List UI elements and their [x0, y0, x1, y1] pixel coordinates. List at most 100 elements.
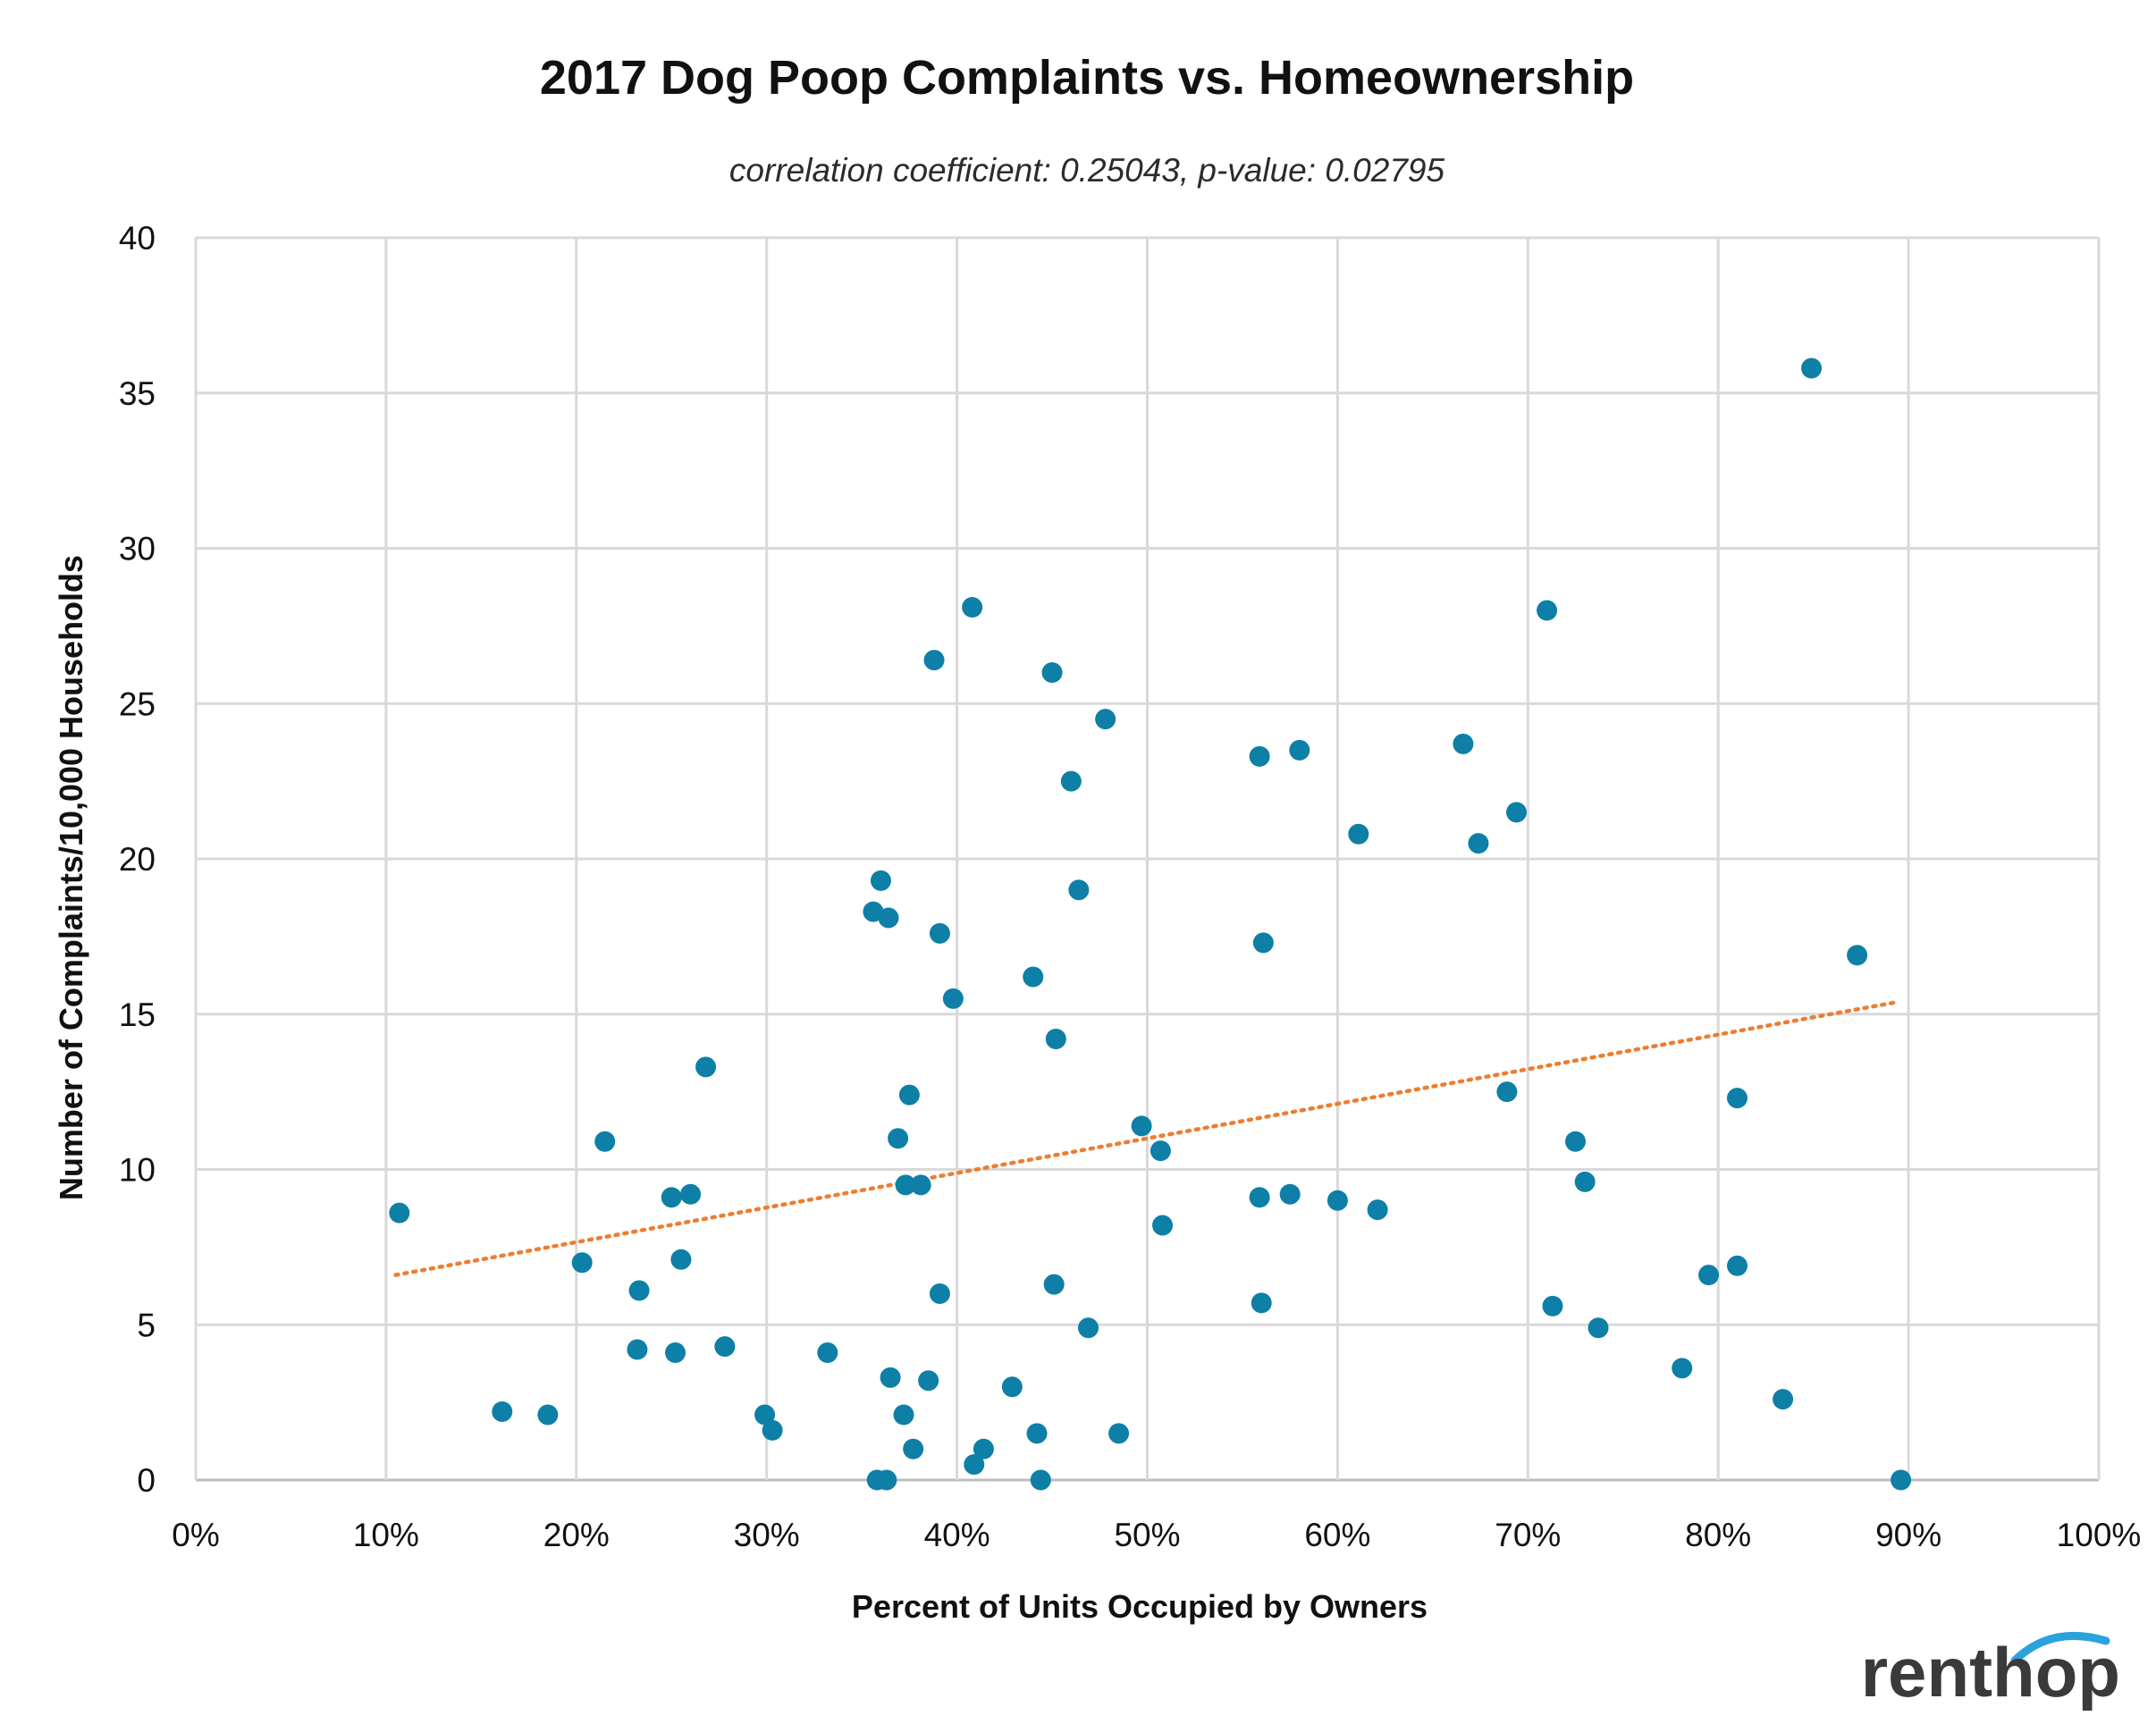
data-point — [1574, 1171, 1596, 1192]
data-point — [594, 1131, 616, 1152]
data-point — [895, 1174, 916, 1196]
y-axis-ticks: 0 5 10 15 20 25 30 35 40 — [119, 220, 156, 1499]
logo-wordmark: renthop — [1861, 1633, 2120, 1711]
x-tick-label: 60% — [1304, 1517, 1370, 1553]
chart-subtitle: correlation coefficient: 0.25043, p-valu… — [729, 152, 1445, 189]
data-point — [571, 1252, 593, 1274]
data-point — [754, 1404, 776, 1425]
data-point — [695, 1056, 717, 1078]
data-point — [1537, 600, 1558, 621]
y-tick-label: 5 — [137, 1307, 156, 1343]
data-point — [1348, 823, 1369, 845]
y-tick-label: 10 — [119, 1152, 156, 1189]
data-point — [876, 1469, 897, 1491]
x-tick-label: 100% — [2057, 1517, 2142, 1553]
y-tick-label: 40 — [119, 220, 156, 256]
x-tick-label: 80% — [1685, 1517, 1751, 1553]
y-axis-label: Number of Complaints/10,000 Households — [53, 555, 89, 1200]
data-point — [1542, 1295, 1563, 1316]
x-tick-label: 20% — [543, 1517, 610, 1553]
data-point — [389, 1202, 410, 1224]
data-point — [670, 1249, 692, 1270]
data-point — [1726, 1088, 1748, 1109]
data-points — [389, 357, 1912, 1491]
data-point — [1279, 1183, 1301, 1205]
data-point — [1565, 1131, 1587, 1152]
data-point — [1289, 739, 1310, 761]
data-point — [888, 1128, 909, 1149]
trendline-layer — [393, 999, 1901, 1277]
data-point — [1043, 1274, 1065, 1295]
data-point — [1367, 1199, 1388, 1221]
data-point — [1108, 1423, 1130, 1444]
data-point — [942, 988, 964, 1009]
data-point — [1726, 1255, 1748, 1276]
data-point — [492, 1401, 513, 1423]
data-point — [1506, 802, 1528, 823]
data-point — [1698, 1265, 1720, 1286]
x-tick-label: 40% — [924, 1517, 990, 1553]
y-tick-label: 35 — [119, 375, 156, 412]
data-point — [1060, 770, 1082, 792]
data-point — [714, 1336, 736, 1358]
x-tick-label: 30% — [734, 1517, 800, 1553]
data-point — [680, 1183, 702, 1205]
y-tick-label: 0 — [137, 1462, 156, 1499]
data-point — [1453, 733, 1474, 754]
data-point — [1150, 1140, 1171, 1162]
x-tick-label: 70% — [1495, 1517, 1561, 1553]
data-point — [1041, 662, 1063, 683]
data-point — [918, 1370, 939, 1392]
data-point — [1468, 833, 1489, 854]
data-point — [1252, 932, 1274, 954]
data-point — [1001, 1376, 1023, 1398]
x-tick-label: 0% — [172, 1517, 219, 1553]
data-point — [910, 1174, 931, 1196]
data-point — [923, 650, 945, 671]
data-point — [973, 1438, 994, 1459]
data-point — [1496, 1081, 1518, 1103]
x-tick-label: 10% — [353, 1517, 419, 1553]
logo-arc-icon — [2010, 1631, 2110, 1665]
data-point — [1068, 879, 1090, 901]
data-point — [817, 1342, 838, 1364]
data-point — [665, 1342, 686, 1364]
y-tick-label: 25 — [119, 685, 156, 722]
data-point — [1030, 1469, 1051, 1491]
data-point — [1326, 1190, 1348, 1211]
data-point — [878, 907, 899, 929]
data-point — [1045, 1029, 1066, 1050]
y-tick-label: 15 — [119, 997, 156, 1033]
data-point — [1251, 1292, 1272, 1314]
y-tick-label: 20 — [119, 841, 156, 878]
data-point — [537, 1404, 559, 1425]
data-point — [870, 870, 891, 891]
data-point — [1023, 966, 1044, 988]
data-point — [1152, 1215, 1174, 1236]
data-point — [1891, 1469, 1912, 1491]
data-point — [1026, 1423, 1048, 1444]
y-tick-label: 30 — [119, 531, 156, 568]
data-point — [929, 922, 950, 944]
x-axis-label: Percent of Units Occupied by Owners — [852, 1588, 1428, 1625]
x-axis-ticks: 0% 10% 20% 30% 40% 50% 60% 70% 80% 90% 100% — [172, 1517, 2141, 1553]
x-tick-label: 90% — [1875, 1517, 1941, 1553]
data-point — [1078, 1317, 1099, 1339]
data-point — [762, 1419, 783, 1441]
data-point — [903, 1438, 924, 1459]
data-point — [962, 597, 983, 618]
data-point — [893, 1404, 914, 1425]
trendline — [393, 999, 1901, 1277]
data-point — [1095, 709, 1116, 730]
data-point — [1847, 945, 1868, 966]
data-point — [964, 1454, 985, 1476]
data-point — [1672, 1358, 1693, 1379]
data-point — [628, 1280, 650, 1301]
data-point — [880, 1367, 901, 1388]
data-point — [898, 1084, 920, 1106]
x-gridlines — [194, 238, 2101, 1480]
x-tick-label: 50% — [1114, 1517, 1180, 1553]
data-point — [1588, 1317, 1609, 1339]
